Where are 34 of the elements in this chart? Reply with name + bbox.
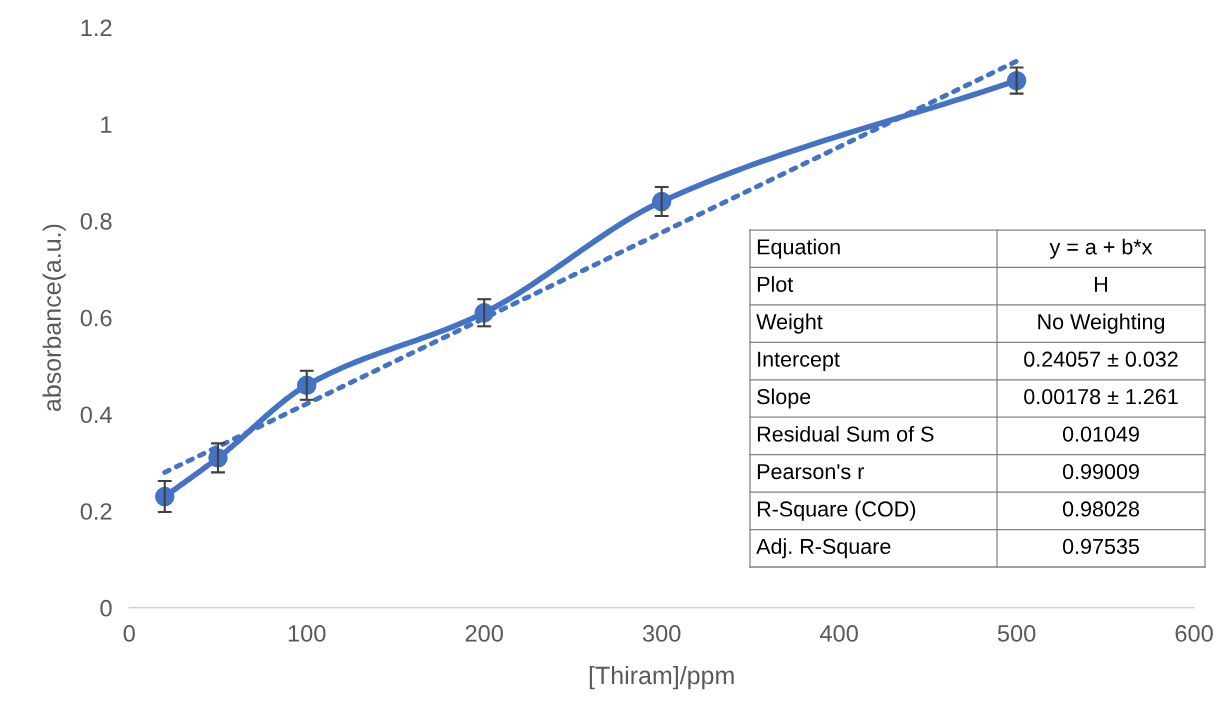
x-tick-label: 300	[642, 625, 681, 642]
annotation: y = a + b*x	[1049, 238, 1153, 259]
annotation: No Weighting	[1038, 313, 1165, 334]
y-tick-label: 0.4	[80, 406, 112, 424]
annotation: Adj. R-Square	[756, 538, 891, 559]
x-tick-label: 100	[288, 625, 326, 642]
annotation: Pearson's r	[757, 464, 864, 480]
y-tick-label: 0.2	[80, 503, 112, 520]
x-tick-label: 400	[819, 625, 858, 642]
annotation: 0.97535	[1062, 538, 1140, 555]
x-axis-title: [Thiram]/ppm	[589, 665, 734, 690]
annotation: Equation	[757, 238, 840, 259]
x-tick-label: 600	[1175, 625, 1213, 642]
y-tick-label: 0.8	[80, 212, 112, 230]
annotation: R-Square (COD)	[757, 500, 916, 521]
annotation: Weight	[756, 313, 823, 334]
annotation: 0.24057 ± 0.032	[1024, 351, 1178, 367]
y-tick-label: 1	[101, 116, 112, 133]
annotation: Residual Sum of S	[757, 425, 934, 442]
y-tick-label: 0	[100, 599, 112, 617]
annotation: Intercept	[758, 351, 840, 372]
annotation: 0.00178 ± 1.261	[1024, 389, 1178, 405]
annotation: 0.01049	[1062, 426, 1139, 442]
y-axis-title: absorbance(a.u.)	[42, 224, 66, 412]
y-tick-label: 0.6	[80, 309, 112, 327]
y-tick-label: 1.2	[81, 19, 112, 36]
x-tick-label: 200	[465, 625, 503, 642]
annotation: Plot	[757, 276, 794, 292]
annotation: 0.98028	[1062, 501, 1139, 517]
x-tick-label: 500	[997, 625, 1036, 642]
annotation: Slope	[757, 388, 811, 409]
annotation: H	[1094, 276, 1108, 292]
x-tick-label: 0	[123, 625, 135, 642]
annotation: 0.99009	[1062, 463, 1139, 480]
